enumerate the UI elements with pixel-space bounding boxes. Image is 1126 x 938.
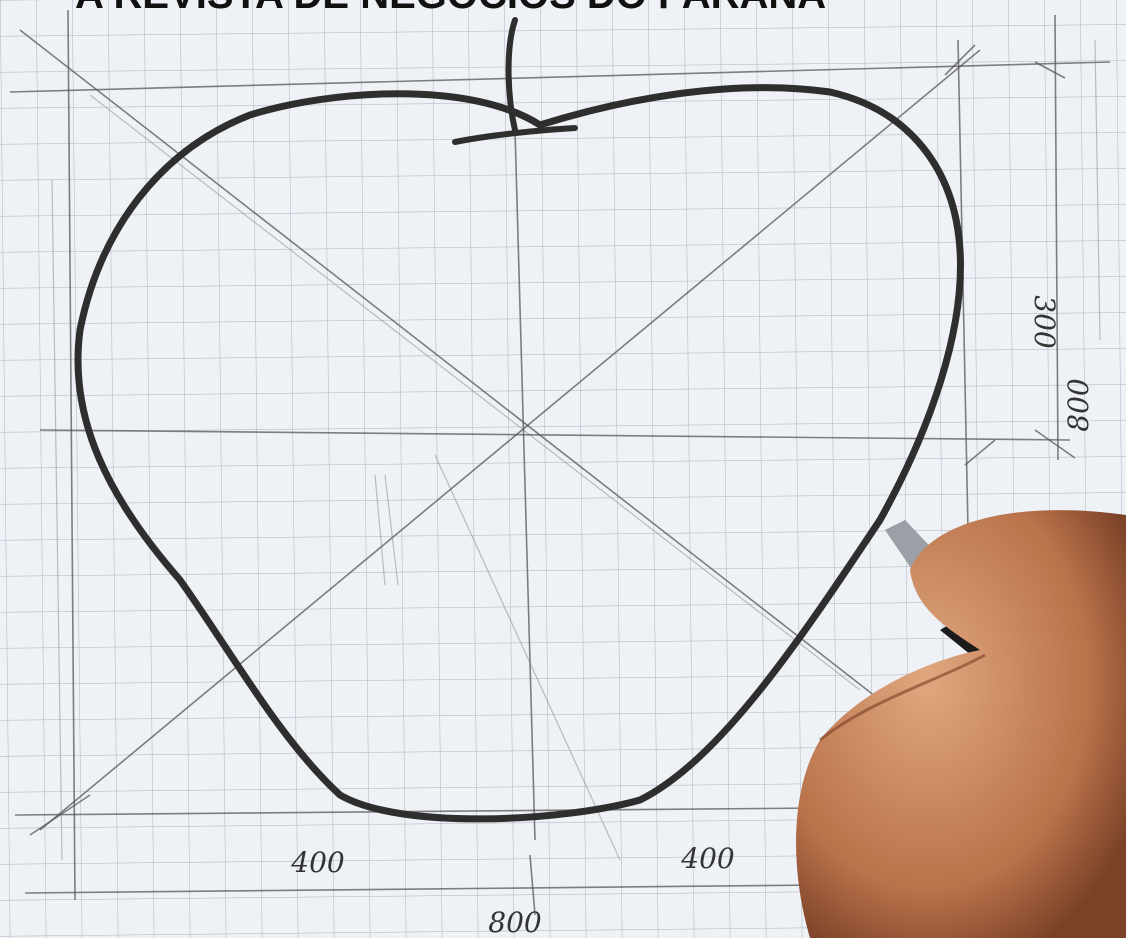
dimension-label: 300	[1028, 295, 1061, 348]
sketch-photo: A REVISTA DE NEGÓCIOS DO PARANÁ 400 400 …	[0, 0, 1126, 938]
dimension-label: 800	[488, 906, 541, 938]
dimension-label: 800	[1062, 378, 1095, 431]
magazine-title: A REVISTA DE NEGÓCIOS DO PARANÁ	[75, 0, 826, 17]
page: A REVISTA DE NEGÓCIOS DO PARANÁ 400 400 …	[0, 0, 1126, 938]
dimension-label: 400	[290, 846, 344, 879]
dimension-label: 400	[680, 842, 734, 875]
